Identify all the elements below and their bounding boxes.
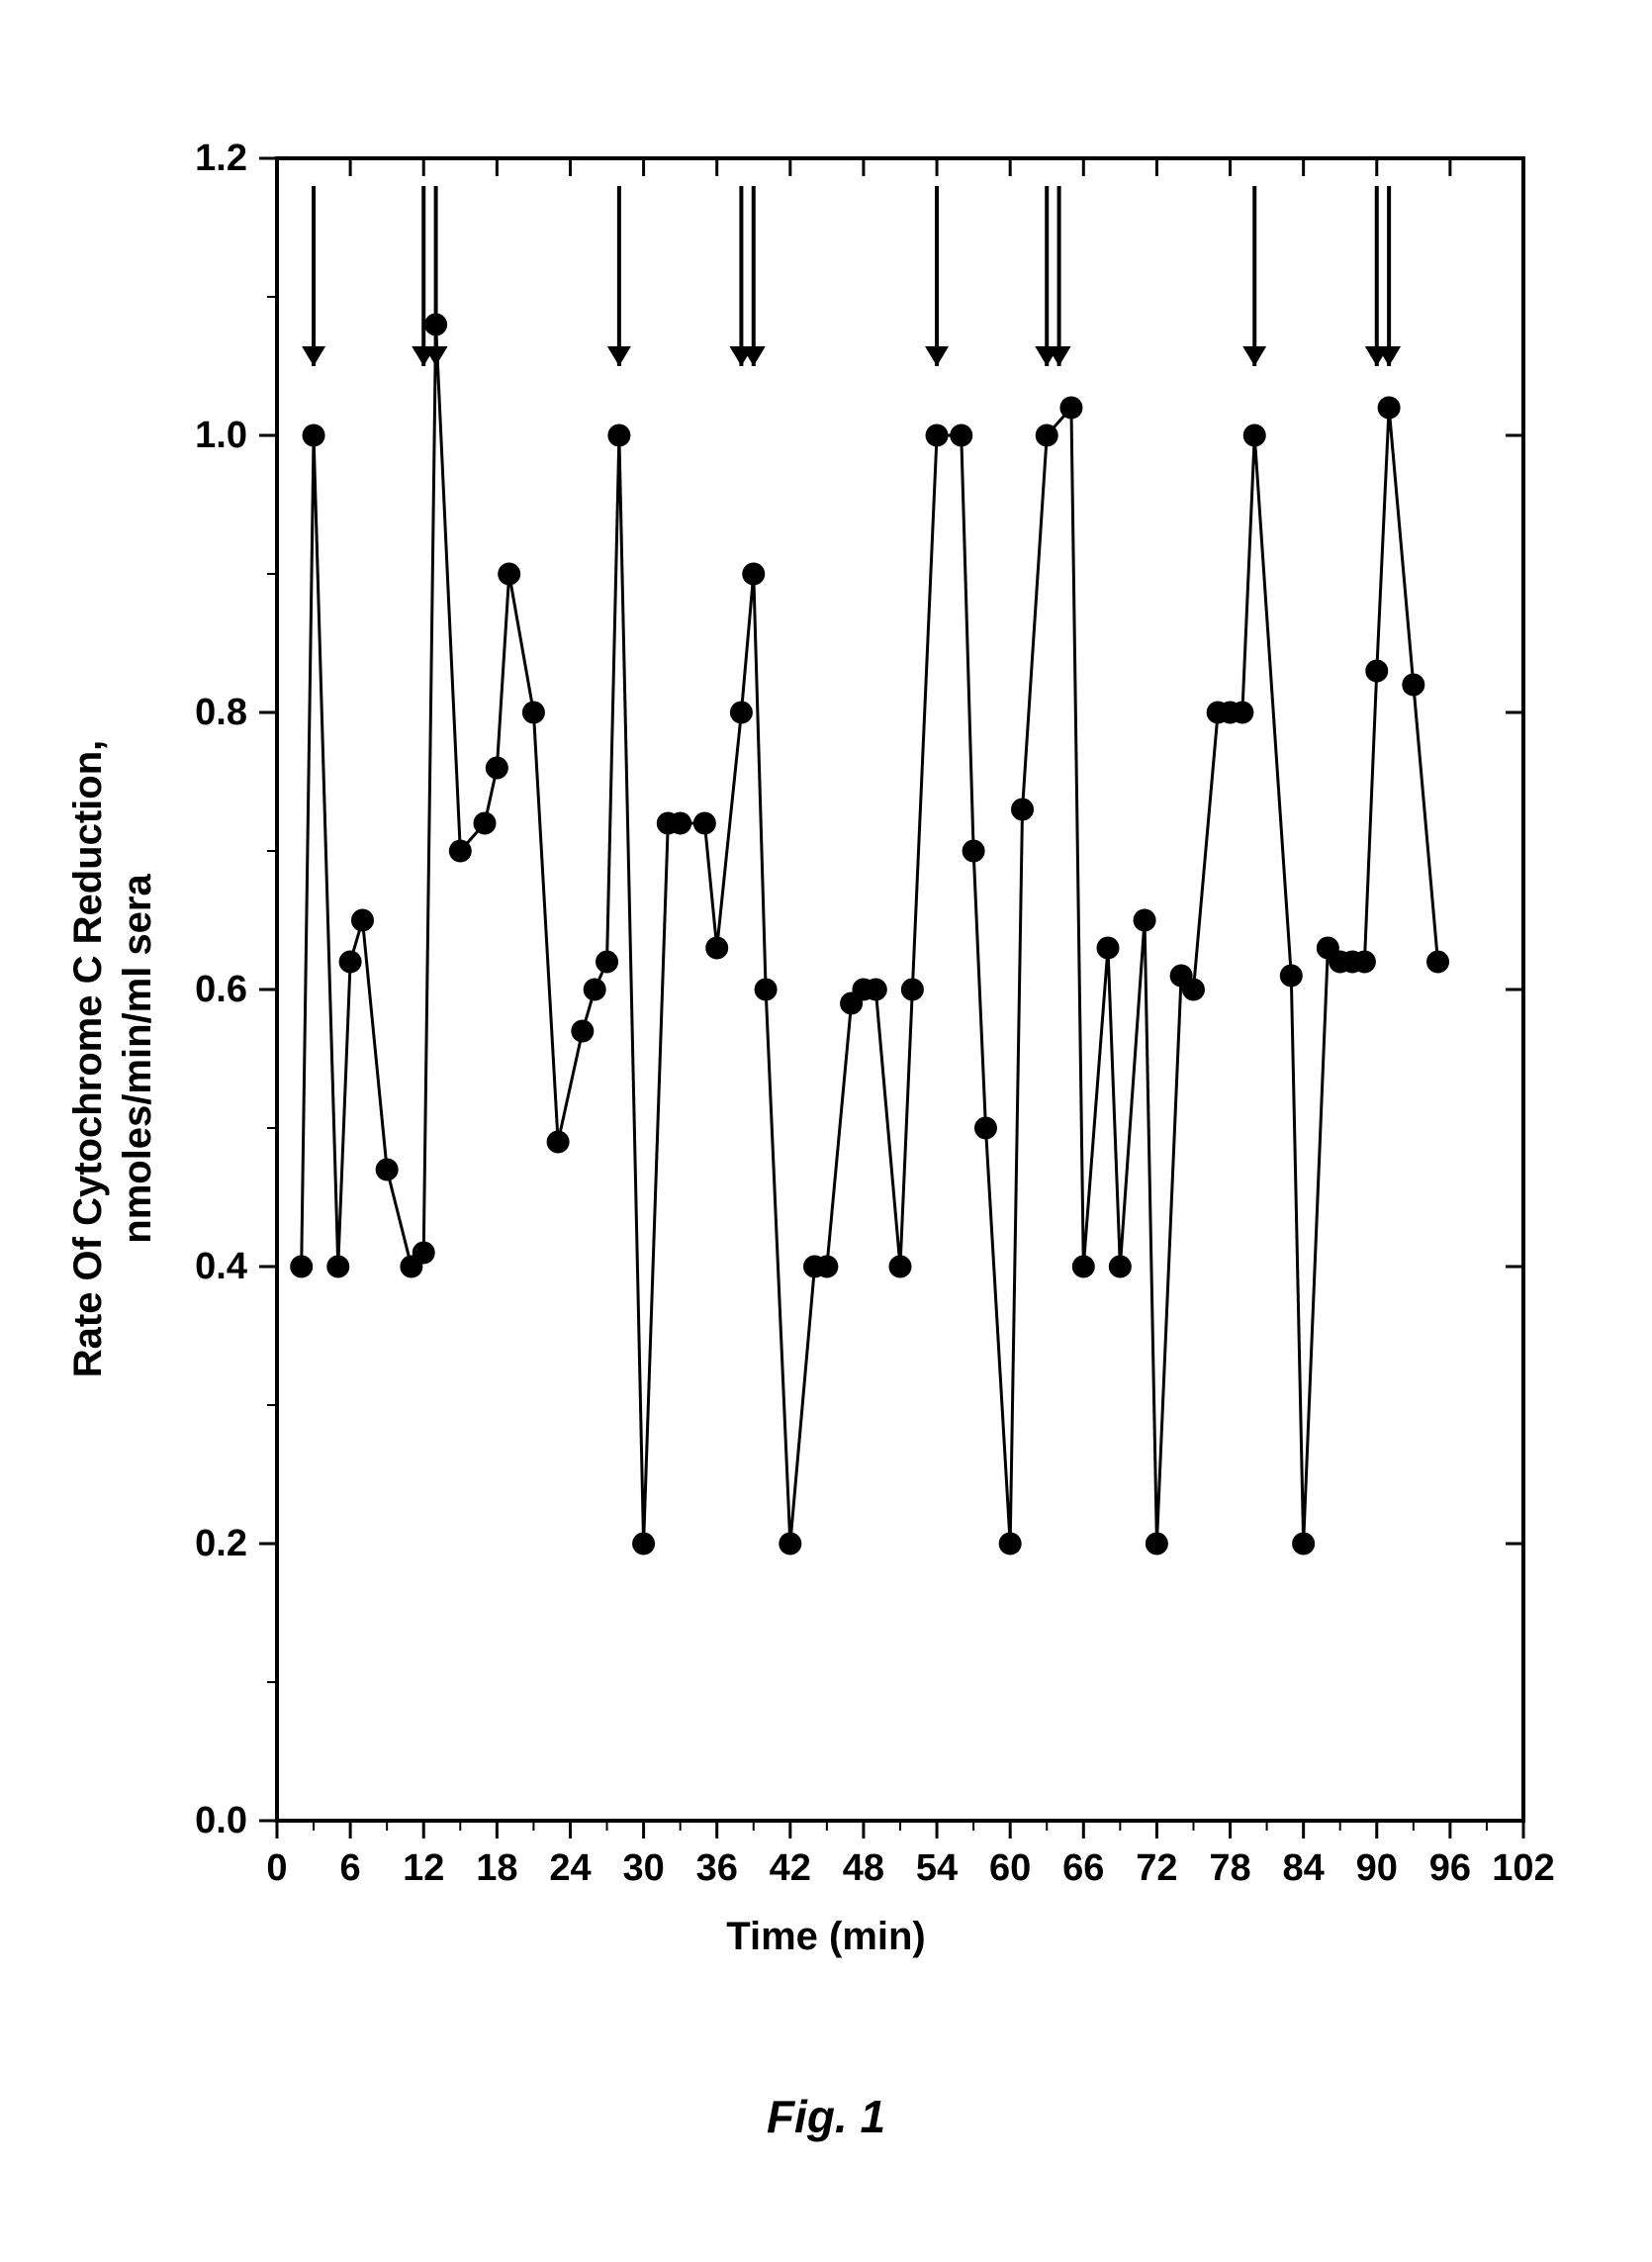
data-point bbox=[755, 979, 777, 1000]
x-tick-label: 24 bbox=[549, 1847, 591, 1889]
data-point bbox=[706, 937, 728, 959]
data-point bbox=[865, 979, 886, 1000]
data-point bbox=[1353, 951, 1375, 973]
data-point bbox=[474, 812, 496, 834]
data-point bbox=[889, 1256, 911, 1277]
data-point bbox=[963, 840, 984, 862]
plot-border bbox=[277, 158, 1523, 1821]
x-tick-label: 54 bbox=[916, 1847, 958, 1889]
data-point bbox=[901, 979, 923, 1000]
data-point bbox=[693, 812, 715, 834]
data-point bbox=[926, 424, 948, 446]
data-point bbox=[1012, 799, 1034, 820]
data-point bbox=[1109, 1256, 1131, 1277]
data-point bbox=[413, 1242, 434, 1264]
data-point bbox=[999, 1533, 1021, 1555]
x-tick-label: 66 bbox=[1062, 1847, 1104, 1889]
data-point bbox=[1060, 397, 1082, 419]
data-point bbox=[1232, 702, 1253, 723]
x-tick-label: 72 bbox=[1136, 1847, 1177, 1889]
x-tick-label: 42 bbox=[770, 1847, 811, 1889]
figure-caption: Fig. 1 bbox=[767, 2090, 885, 2143]
y-tick-label: 1.2 bbox=[195, 138, 247, 179]
x-tick-label: 6 bbox=[340, 1847, 361, 1889]
data-point bbox=[974, 1117, 996, 1139]
data-point bbox=[1427, 951, 1449, 973]
x-tick-label: 84 bbox=[1283, 1847, 1325, 1889]
data-point bbox=[1243, 424, 1265, 446]
y-axis-label: Rate Of Cytochrome C Reduction, nmoles/m… bbox=[63, 740, 162, 1378]
data-point bbox=[522, 702, 544, 723]
x-tick-label: 36 bbox=[696, 1847, 738, 1889]
chart-area: Rate Of Cytochrome C Reduction, nmoles/m… bbox=[79, 119, 1573, 1999]
data-point bbox=[951, 424, 972, 446]
y-tick-label: 0.6 bbox=[195, 969, 247, 1010]
data-point bbox=[633, 1533, 655, 1555]
data-point bbox=[1378, 397, 1400, 419]
data-point bbox=[780, 1533, 801, 1555]
data-point bbox=[1146, 1533, 1167, 1555]
x-tick-label: 48 bbox=[843, 1847, 884, 1889]
page: Rate Of Cytochrome C Reduction, nmoles/m… bbox=[0, 0, 1652, 2262]
data-point bbox=[449, 840, 471, 862]
data-point bbox=[339, 951, 361, 973]
data-point bbox=[327, 1256, 349, 1277]
data-point bbox=[1097, 937, 1119, 959]
x-tick-label: 0 bbox=[266, 1847, 287, 1889]
y-tick-label: 0.4 bbox=[195, 1246, 247, 1287]
data-point bbox=[816, 1256, 838, 1277]
x-tick-label: 78 bbox=[1209, 1847, 1250, 1889]
data-point bbox=[376, 1159, 398, 1180]
data-point bbox=[597, 951, 618, 973]
y-axis-label-line2: nmoles/min/ml sera bbox=[116, 874, 159, 1243]
chart-svg: 0 6 12 18 24 30 36 42 48 54 60 66 72 78 84 90 96 102 0.0 0.… bbox=[79, 119, 1573, 1999]
data-point bbox=[547, 1131, 569, 1153]
data-point bbox=[1293, 1533, 1315, 1555]
x-tick-label: 12 bbox=[403, 1847, 444, 1889]
y-tick-label: 0.2 bbox=[195, 1523, 247, 1564]
data-point bbox=[1182, 979, 1204, 1000]
x-tick-label: 60 bbox=[989, 1847, 1031, 1889]
data-point bbox=[670, 812, 691, 834]
y-tick-label: 1.0 bbox=[195, 415, 247, 456]
data-point bbox=[351, 909, 373, 931]
y-axis-label-line1: Rate Of Cytochrome C Reduction, bbox=[66, 740, 110, 1378]
x-axis-label: Time (min) bbox=[726, 1915, 926, 1959]
data-point bbox=[499, 563, 520, 585]
x-tick-label: 30 bbox=[622, 1847, 664, 1889]
data-point bbox=[1403, 674, 1424, 696]
data-point bbox=[1072, 1256, 1094, 1277]
x-tick-label: 102 bbox=[1492, 1847, 1554, 1889]
data-point bbox=[1280, 965, 1302, 987]
data-point bbox=[1134, 909, 1155, 931]
x-tick-label: 18 bbox=[476, 1847, 517, 1889]
x-tick-label: 96 bbox=[1429, 1847, 1471, 1889]
x-tick-label: 90 bbox=[1356, 1847, 1398, 1889]
data-point bbox=[730, 702, 752, 723]
data-point bbox=[303, 424, 324, 446]
data-point bbox=[291, 1256, 313, 1277]
data-point bbox=[584, 979, 605, 1000]
data-point bbox=[486, 757, 507, 779]
y-tick-label: 0.8 bbox=[195, 692, 247, 733]
data-point bbox=[1366, 660, 1388, 682]
data-point bbox=[572, 1020, 594, 1042]
data-point bbox=[608, 424, 630, 446]
y-tick-label: 0.0 bbox=[195, 1800, 247, 1841]
data-point bbox=[743, 563, 765, 585]
data-point bbox=[1036, 424, 1057, 446]
